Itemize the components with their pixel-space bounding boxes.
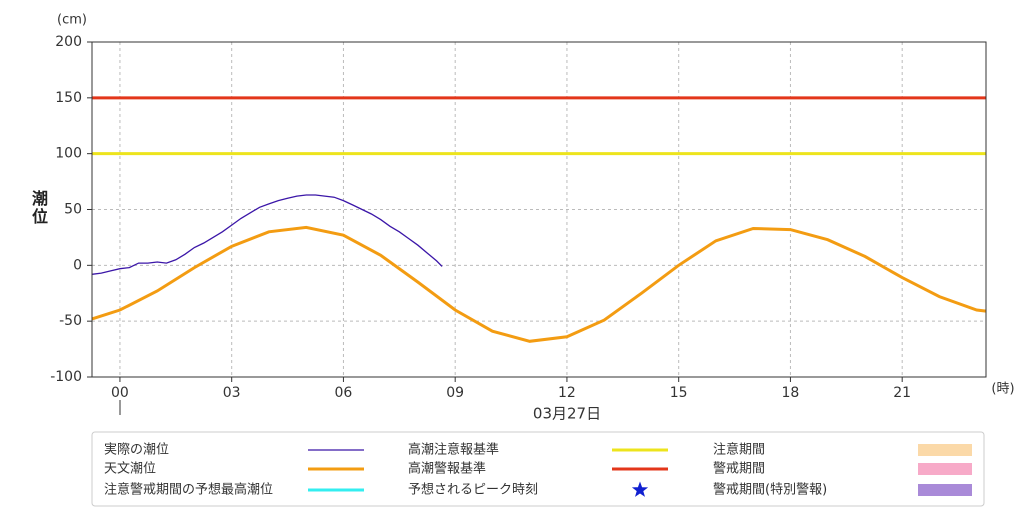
y-label: 潮位 [29, 190, 48, 226]
y-tick-label: 50 [64, 202, 82, 218]
y-tick-label: 100 [55, 146, 82, 162]
legend-swatch [631, 481, 649, 497]
x-unit: (時) [991, 382, 1014, 397]
legend-label: 予想されるピーク時刻 [408, 482, 538, 498]
legend-swatch [918, 444, 972, 456]
y-tick-label: 150 [55, 90, 82, 106]
x-label: 03月27日 [533, 405, 601, 423]
legend-swatch [918, 463, 972, 475]
x-tick-label: 09 [446, 385, 464, 401]
legend-label: 実際の潮位 [104, 442, 169, 458]
legend-label: 注意期間 [713, 442, 765, 458]
x-tick-label: 03 [223, 385, 241, 401]
x-tick-label: 15 [670, 385, 688, 401]
x-tick-label: 12 [558, 385, 576, 401]
x-tick-label: 21 [893, 385, 911, 401]
x-tick-label: 06 [335, 385, 353, 401]
x-tick-label: 18 [782, 385, 800, 401]
series-line [91, 194, 443, 275]
y-tick-label: 0 [73, 257, 82, 273]
legend-label: 警戒期間(特別警報) [713, 482, 827, 498]
y-tick-label: -100 [50, 369, 82, 385]
plot-frame [91, 41, 987, 378]
series-line [91, 225, 987, 343]
legend-label: 高潮警報基準 [408, 461, 486, 477]
legend-swatch [918, 484, 972, 496]
y-unit: (cm) [57, 13, 87, 28]
legend-label: 天文潮位 [104, 462, 156, 477]
legend-label: 警戒期間 [713, 461, 765, 477]
legend-label: 高潮注意報基準 [408, 442, 499, 458]
y-tick-label: -50 [59, 313, 82, 329]
legend-label: 注意警戒期間の予想最高潮位 [104, 482, 273, 498]
x-tick-label: 00 [111, 385, 129, 401]
y-tick-label: 200 [55, 34, 82, 50]
